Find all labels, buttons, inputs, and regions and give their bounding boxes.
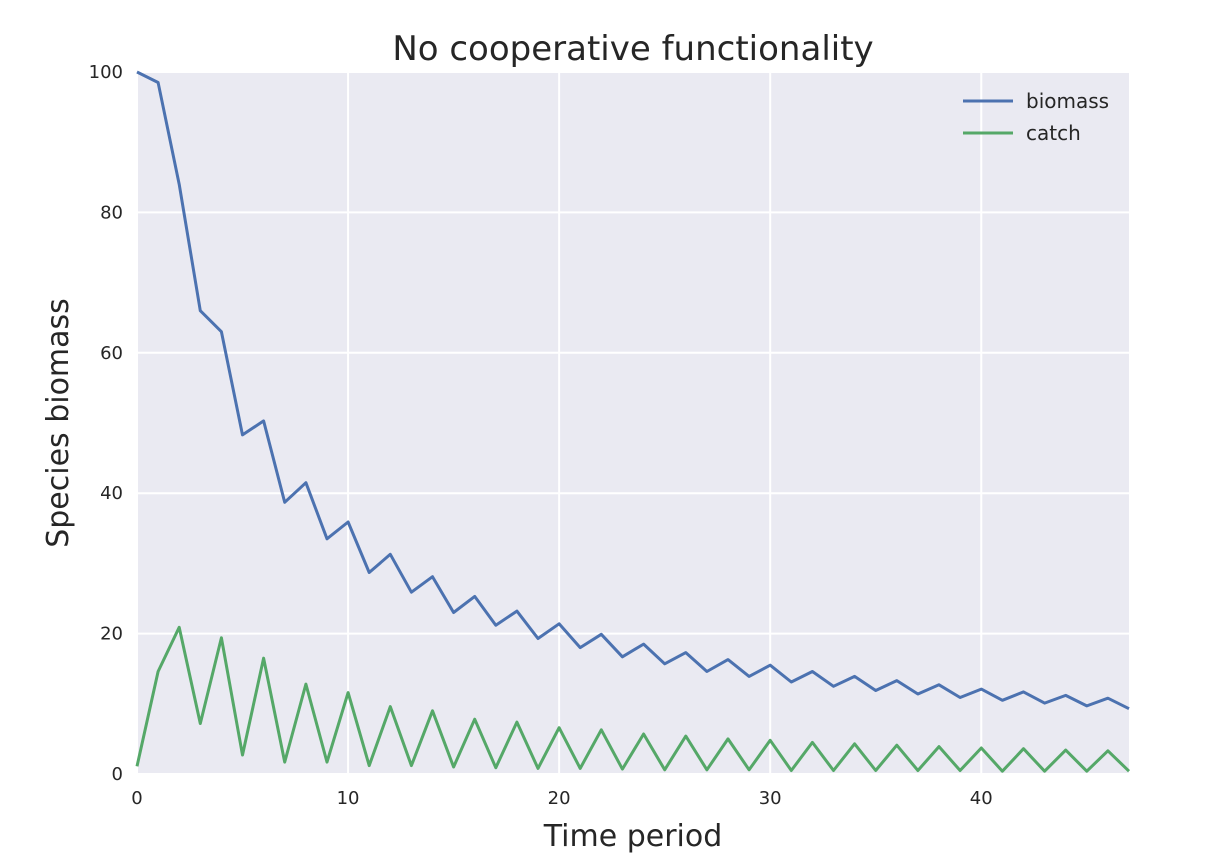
grid-lines bbox=[136, 71, 1129, 775]
x-tick-label: 30 bbox=[759, 788, 782, 809]
series-line-biomass bbox=[136, 70, 1130, 711]
y-tick-label: 40 bbox=[100, 483, 123, 504]
x-tick-labels: 0 10 20 30 40 bbox=[131, 788, 992, 809]
y-tick-label: 80 bbox=[100, 202, 123, 223]
y-tick-label: 20 bbox=[100, 624, 123, 645]
series-lines bbox=[135, 70, 1131, 773]
y-tick-label: 0 bbox=[112, 764, 123, 785]
chart-title: No cooperative functionality bbox=[392, 29, 873, 69]
x-axis-label: Time period bbox=[543, 819, 723, 854]
legend-label-biomass: biomass bbox=[1026, 89, 1109, 113]
legend-label-catch: catch bbox=[1026, 121, 1081, 145]
legend: biomass catch bbox=[963, 89, 1109, 145]
y-axis-label: Species biomass bbox=[41, 298, 76, 548]
y-tick-label: 60 bbox=[100, 343, 123, 364]
series-line-catch bbox=[135, 625, 1131, 773]
plot-area bbox=[137, 72, 1129, 774]
y-tick-label: 100 bbox=[89, 62, 123, 83]
x-tick-label: 10 bbox=[337, 788, 360, 809]
y-tick-labels: 0 20 40 60 80 100 bbox=[89, 62, 123, 785]
x-tick-label: 20 bbox=[548, 788, 571, 809]
x-tick-label: 40 bbox=[970, 788, 993, 809]
x-tick-label: 0 bbox=[131, 788, 142, 809]
